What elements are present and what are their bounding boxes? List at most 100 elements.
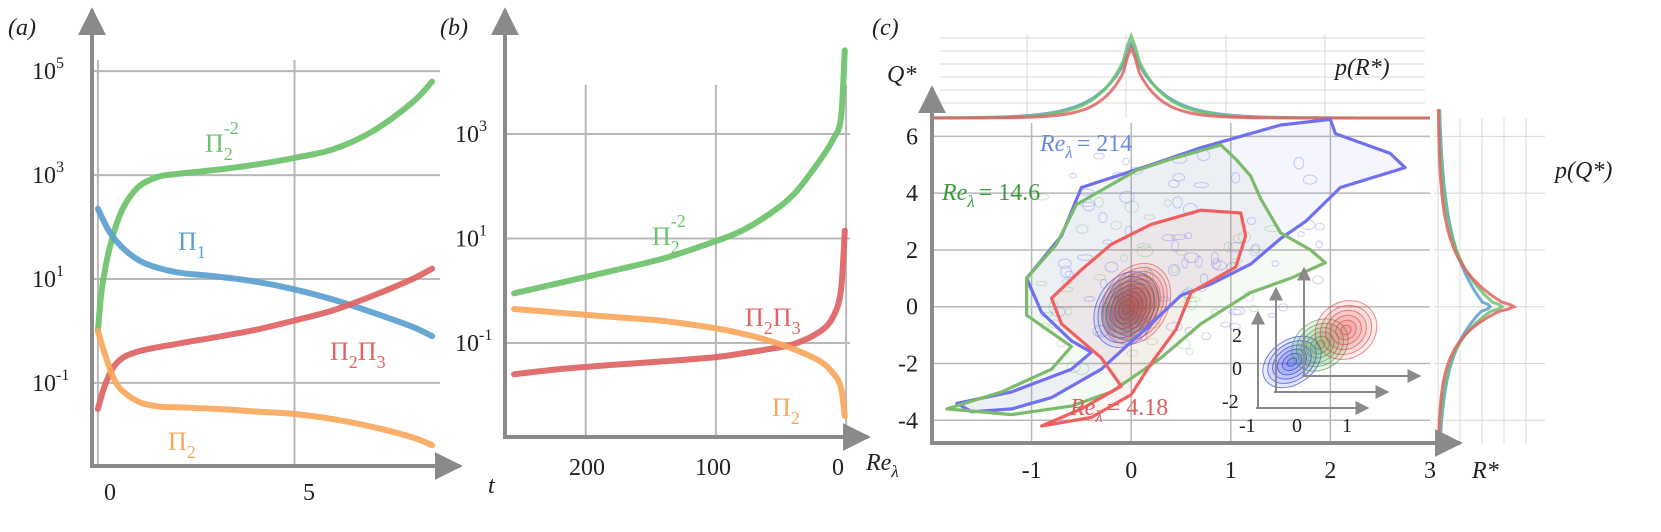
panel-c-contour-ring <box>1110 220 1123 230</box>
panel-a-label: (a) <box>8 15 36 41</box>
inset-y-tick-2: 2 <box>1232 325 1242 347</box>
inset-y-tick-0: 0 <box>1232 358 1242 380</box>
panel-c-contour-ring <box>1170 234 1187 241</box>
panel-c-contour-ring <box>1099 278 1108 289</box>
panel-c-outline <box>1039 208 1248 428</box>
panel-c-contour-ring <box>1223 241 1233 253</box>
panel-c-outlines <box>945 117 1407 428</box>
inset-contour <box>1340 324 1352 336</box>
panel-c-contour-ring <box>1249 245 1260 257</box>
panel-b-label-pi2-inv2: Π2-2 <box>652 211 686 257</box>
inset-x-tick-0: 0 <box>1292 415 1302 437</box>
panel-b-label-pi2pi3: Π2Π3 <box>745 303 801 338</box>
panel-c-contour-ring <box>1181 257 1189 269</box>
panel-c-contour-ring <box>1098 212 1108 224</box>
panel-b-y-tick: 103 <box>455 118 487 148</box>
panel-c-contour-ring <box>1232 306 1246 316</box>
panel-c-contour-ring <box>1075 224 1089 234</box>
panel-c-x-tick: 1 <box>1225 458 1237 484</box>
panel-c-contour-ring <box>1119 190 1135 204</box>
panel-c-y-tick: 0 <box>906 295 918 321</box>
panel-b-y-tick: 10-1 <box>455 327 492 357</box>
panel-a-line-orange <box>94 327 436 449</box>
inset-x-tick-m1: -1 <box>1239 415 1256 437</box>
panel-b-lines <box>511 47 848 420</box>
panel-b-grid <box>505 85 850 437</box>
panel-c-contour-ring <box>1172 196 1183 209</box>
panel-a-y-tick: 10-1 <box>32 367 69 397</box>
panel-b-label-pi2: Π2 <box>772 393 800 428</box>
panel-c-contour-ring <box>1231 172 1241 184</box>
marginal-top-hist <box>932 43 1430 120</box>
panel-c-x-tick: 2 <box>1324 458 1336 484</box>
panel-a-x-axis-label: t <box>488 473 496 499</box>
panel-c-contour-ring <box>1136 245 1154 258</box>
panel-c-contour-ring <box>1136 242 1152 249</box>
panel-c-core-contour <box>1132 299 1141 309</box>
panel-a-label-pi2pi3: Π2Π3 <box>330 337 386 372</box>
panel-c-contour-ring <box>1246 217 1257 225</box>
panel-c-y-axis-label: Q* <box>887 62 916 88</box>
panel-c-contour-ring <box>1082 198 1096 212</box>
panel-c-contour-ring <box>1167 263 1181 277</box>
panel-c-contour-ring <box>1161 234 1176 242</box>
panel-c-contour-ring <box>1302 174 1318 185</box>
panel-c-contour-ring <box>1035 280 1048 286</box>
inset-contour <box>1281 352 1303 372</box>
panel-c-outline <box>945 143 1328 417</box>
panel-c-contour-ring <box>1271 260 1280 267</box>
panel-c-contour-ring <box>1210 258 1221 270</box>
panel-c-x-tick: -1 <box>1022 458 1042 484</box>
label-re-14-6: Reλ = 14.6 <box>941 180 1040 211</box>
panel-c-contour-ring <box>1194 255 1203 268</box>
panel-a-label-pi2: Π2 <box>168 427 196 462</box>
panel-c-contour-ring <box>1228 308 1243 316</box>
panel-c-contour-ring <box>1069 172 1077 179</box>
panel-c-contour-ring <box>1094 196 1104 208</box>
label-re-214: Reλ = 214 <box>1039 131 1132 162</box>
panel-b-line-green <box>511 47 848 297</box>
marginal-right: p(Q*) <box>1434 109 1612 445</box>
panel-c-contour-ring <box>1168 179 1180 188</box>
marginal-right-hist <box>1436 109 1518 443</box>
panel-c-contour-ring <box>1228 323 1241 330</box>
panel-c-contour-ring <box>1175 249 1188 256</box>
inset-contour <box>1319 305 1373 355</box>
label-re-4-18: Reλ = 4.18 <box>1069 395 1168 426</box>
panel-a-lines <box>94 78 436 449</box>
panel-c-y-tick: 4 <box>906 181 918 207</box>
panel-b-x-tick-0: 0 <box>832 455 844 481</box>
panel-c-contour-ring <box>1120 253 1129 263</box>
panel-c-contour-ring <box>1183 252 1200 263</box>
panel-b-x-tick-100: 100 <box>695 455 731 481</box>
panel-a-y-tick: 103 <box>32 159 64 189</box>
panel-a-y-tick: 105 <box>32 55 64 85</box>
panel-c-core-contour <box>1114 279 1158 329</box>
inset-y-tick-m2: -2 <box>1222 391 1239 413</box>
panel-b: (b) 10-1 101 103 200 100 0 Reλ Π2-2 Π2Π3 Π… <box>440 7 899 481</box>
panel-c-contour-ring <box>1064 307 1073 316</box>
marginal-top: p(R*) <box>932 31 1430 120</box>
panel-c-contour-ring <box>1035 193 1050 201</box>
panel-c-contour-ring <box>1312 275 1324 285</box>
panel-c-contour-ring <box>1170 265 1179 274</box>
panel-c-core-contour <box>1114 287 1148 326</box>
panel-c-outline <box>955 117 1407 414</box>
panel-c-contour-ring <box>1210 251 1219 265</box>
panel-c-y-tick: -2 <box>898 352 918 378</box>
panel-c-contour-ring <box>1122 157 1130 166</box>
inset-x-tick-1: 1 <box>1342 415 1352 437</box>
panel-a-label-pi2-inv2: Π2-2 <box>205 118 239 164</box>
panel-c-core-contour <box>1111 275 1161 333</box>
panel-b-line-orange <box>511 306 848 420</box>
panel-c-contour-ring <box>1066 360 1081 373</box>
panel-c-x-axis-label: R* <box>1471 458 1499 484</box>
marginal-right-label: p(Q*) <box>1553 158 1612 184</box>
panel-c-region-fill <box>956 119 1406 412</box>
panel-c-core-contour <box>1121 287 1151 321</box>
inset-contour <box>1262 335 1322 389</box>
panel-c-contour-ring <box>1185 296 1201 303</box>
panel-c-contour-fills <box>946 119 1406 426</box>
inset-contour <box>1276 348 1308 376</box>
